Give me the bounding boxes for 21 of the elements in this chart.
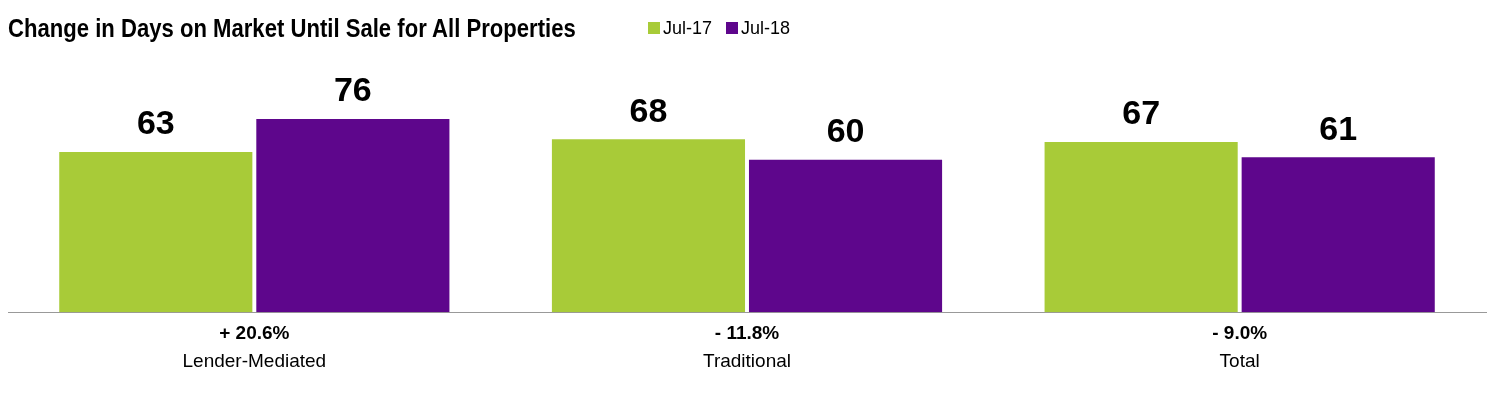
data-label: 61 — [1319, 108, 1358, 147]
text: - 11.8% — [714, 321, 780, 343]
bar — [1241, 157, 1435, 313]
legend-label: Jul-17 — [663, 17, 713, 39]
bar — [1044, 141, 1238, 313]
data-label: 63 — [136, 103, 175, 142]
data-label: 67 — [1122, 93, 1161, 132]
x-tick-label: Total — [1219, 349, 1260, 371]
bar — [59, 152, 253, 313]
data-label: 60 — [826, 111, 865, 150]
data-label: 76 — [333, 70, 372, 109]
bar — [551, 139, 746, 313]
bar — [748, 159, 943, 313]
data-label: 68 — [629, 90, 668, 129]
text: + 20.6% — [219, 321, 290, 343]
legend-label: Jul-18 — [741, 17, 791, 39]
text: - 9.0% — [1212, 321, 1268, 343]
x-tick-label: Lender-Mediated — [182, 349, 327, 371]
bar — [256, 119, 450, 313]
chart-title: Change in Days on Market Until Sale for All Properties — [8, 12, 576, 44]
x-tick-label: Traditional — [702, 349, 792, 371]
